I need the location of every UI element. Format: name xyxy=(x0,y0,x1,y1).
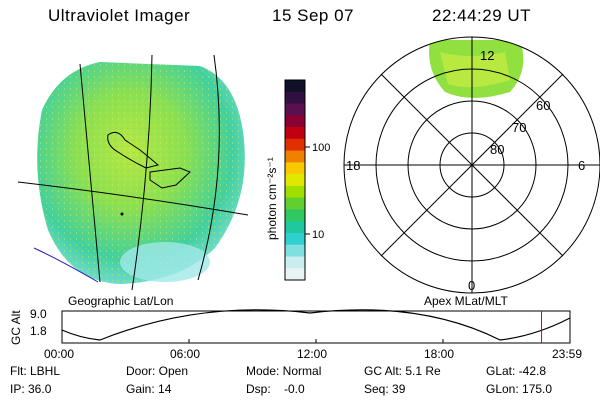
geographic-map xyxy=(17,54,249,291)
colorbar-band xyxy=(285,174,305,187)
blue-coastline xyxy=(33,247,99,283)
altitude-curve xyxy=(61,309,571,341)
coastline xyxy=(149,167,191,189)
apex-label: Apex MLat/MLT xyxy=(424,294,508,308)
mlat-label: 70 xyxy=(512,120,526,135)
colorbar xyxy=(285,80,305,281)
colorbar-band xyxy=(285,127,305,140)
colorbar-tick: 10 xyxy=(312,229,324,241)
status-glon: GLon: 175.0 xyxy=(486,382,553,396)
mlat-label: 80 xyxy=(490,142,504,157)
colorbar-tick: 100 xyxy=(312,142,330,154)
colorbar-band xyxy=(285,232,305,246)
colorbar-band xyxy=(285,103,305,116)
colorbar-band xyxy=(285,138,305,152)
status-ip: IP: 36.0 xyxy=(10,382,52,396)
orbit-xtick: 18:00 xyxy=(424,347,454,361)
status-glat: GLat: -42.8 xyxy=(486,364,547,378)
status-mode: Mode: Normal xyxy=(246,364,322,378)
colorbar-band xyxy=(285,244,305,257)
date-label: 15 Sep 07 xyxy=(272,6,355,25)
colorbar-band xyxy=(285,150,305,163)
mlt-label-6: 6 xyxy=(578,158,585,173)
status-gcalt: GC Alt: 5.1 Re xyxy=(364,364,441,378)
parallel-line xyxy=(17,181,249,216)
status-dsp: Dsp: -0.0 xyxy=(246,382,305,396)
colorbar-band xyxy=(285,91,305,105)
meridian-line xyxy=(131,54,153,291)
colorbar-band xyxy=(285,80,305,93)
status-flt: Flt: LBHL xyxy=(10,364,61,378)
meridian-line xyxy=(197,54,220,281)
orbit-ytick: 9.0 xyxy=(30,307,47,321)
time-label: 22:44:29 UT xyxy=(432,6,532,25)
orbit-ylabel: GC Alt xyxy=(9,310,23,345)
colorbar-label: photon cm⁻²s⁻¹ xyxy=(265,157,279,240)
colorbar-band xyxy=(285,256,305,269)
colorbar-band xyxy=(285,162,305,175)
orbit-xtick: 00:00 xyxy=(44,347,74,361)
status-door: Door: Open xyxy=(126,364,189,378)
colorbar-band xyxy=(285,221,305,234)
orbit-xtick: 06:00 xyxy=(170,347,200,361)
instrument-title: Ultraviolet Imager xyxy=(48,6,191,25)
orbit-ytick: 1.8 xyxy=(30,324,47,338)
meridian-line xyxy=(79,63,101,283)
geographic-label: Geographic Lat/Lon xyxy=(68,294,174,308)
status-seq: Seq: 39 xyxy=(364,382,406,396)
mlt-label-0: 0 xyxy=(468,278,475,293)
mlt-label-18: 18 xyxy=(346,158,360,173)
mlt-label-12: 12 xyxy=(480,48,494,63)
orbit-plot: 9.0 1.8 GC Alt 00:00 06:00 12:00 18:00 2… xyxy=(9,307,582,361)
coastline xyxy=(107,131,160,169)
colorbar-band xyxy=(285,185,305,199)
apex-map: 12 0 18 6 60 70 80 xyxy=(343,36,600,294)
mlat-label: 60 xyxy=(536,98,550,113)
orbit-xtick: 23:59 xyxy=(552,347,582,361)
orbit-xtick: 12:00 xyxy=(297,347,327,361)
colorbar-band xyxy=(285,115,305,128)
status-gain: Gain: 14 xyxy=(126,382,172,396)
colorbar-band xyxy=(285,197,305,210)
colorbar-band xyxy=(285,209,305,222)
colorbar-band xyxy=(285,268,305,281)
